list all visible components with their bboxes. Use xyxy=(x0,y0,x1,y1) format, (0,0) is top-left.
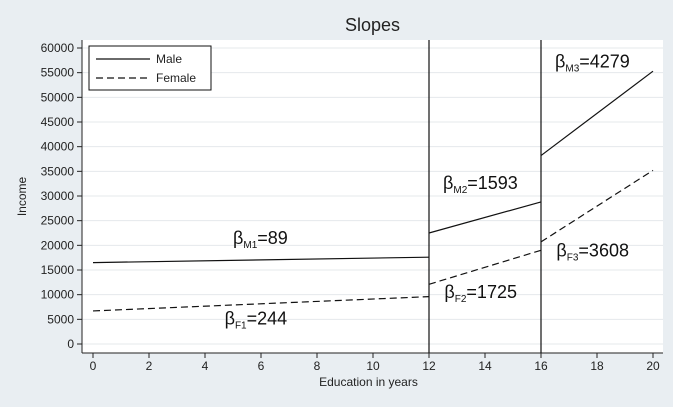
x-axis-title: Education in years xyxy=(319,375,418,389)
y-axis-title: Income xyxy=(15,177,29,217)
x-tick-label-6: 12 xyxy=(422,359,436,373)
series-male-segment-3 xyxy=(540,70,654,157)
y-tick-label-9: 45000 xyxy=(41,115,75,129)
series-female-segment-1 xyxy=(92,296,430,312)
x-tick-label-3: 6 xyxy=(258,359,265,373)
annotation-beta-m2: βM2=1593 xyxy=(443,173,518,196)
y-tick-label-2: 10000 xyxy=(41,288,75,302)
series-female-segment-2 xyxy=(428,249,542,285)
legend: Male Female xyxy=(88,45,212,91)
series-male-segment-1 xyxy=(92,256,430,264)
x-tick-label-10: 20 xyxy=(646,359,660,373)
x-tick-label-0: 0 xyxy=(90,359,97,373)
series-female-segment-3 xyxy=(540,169,654,243)
x-tick-label-4: 8 xyxy=(314,359,321,373)
annotation-beta-m1: βM1=89 xyxy=(233,228,288,251)
x-tick-label-5: 10 xyxy=(366,359,380,373)
annotation-beta-f1: βF1=244 xyxy=(225,308,288,331)
y-tick-label-10: 50000 xyxy=(41,90,75,104)
series-male-segment-2 xyxy=(428,201,542,234)
y-tick-label-7: 35000 xyxy=(41,164,75,178)
x-tick-label-1: 2 xyxy=(146,359,153,373)
annotation-beta-f2: βF2=1725 xyxy=(444,282,517,305)
x-tick-label-2: 4 xyxy=(202,359,209,373)
y-tick-label-12: 60000 xyxy=(41,41,75,55)
y-tick-label-0: 0 xyxy=(67,337,74,351)
y-tick-label-5: 25000 xyxy=(41,214,75,228)
y-tick-label-8: 40000 xyxy=(41,140,75,154)
annotation-beta-m3: βM3=4279 xyxy=(555,52,630,75)
legend-box xyxy=(88,45,212,91)
x-tick-label-8: 16 xyxy=(534,359,548,373)
x-tick-label-7: 14 xyxy=(478,359,492,373)
y-tick-label-11: 55000 xyxy=(41,66,75,80)
annotation-beta-f3: βF3=3608 xyxy=(556,241,629,264)
x-tick-label-9: 18 xyxy=(590,359,604,373)
legend-label-male: Male xyxy=(156,52,182,66)
y-tick-label-1: 5000 xyxy=(47,312,74,326)
y-tick-label-4: 20000 xyxy=(41,238,75,252)
y-tick-label-3: 15000 xyxy=(41,263,75,277)
legend-label-female: Female xyxy=(156,71,196,85)
chart-title: Slopes xyxy=(345,15,400,35)
y-tick-label-6: 30000 xyxy=(41,189,75,203)
